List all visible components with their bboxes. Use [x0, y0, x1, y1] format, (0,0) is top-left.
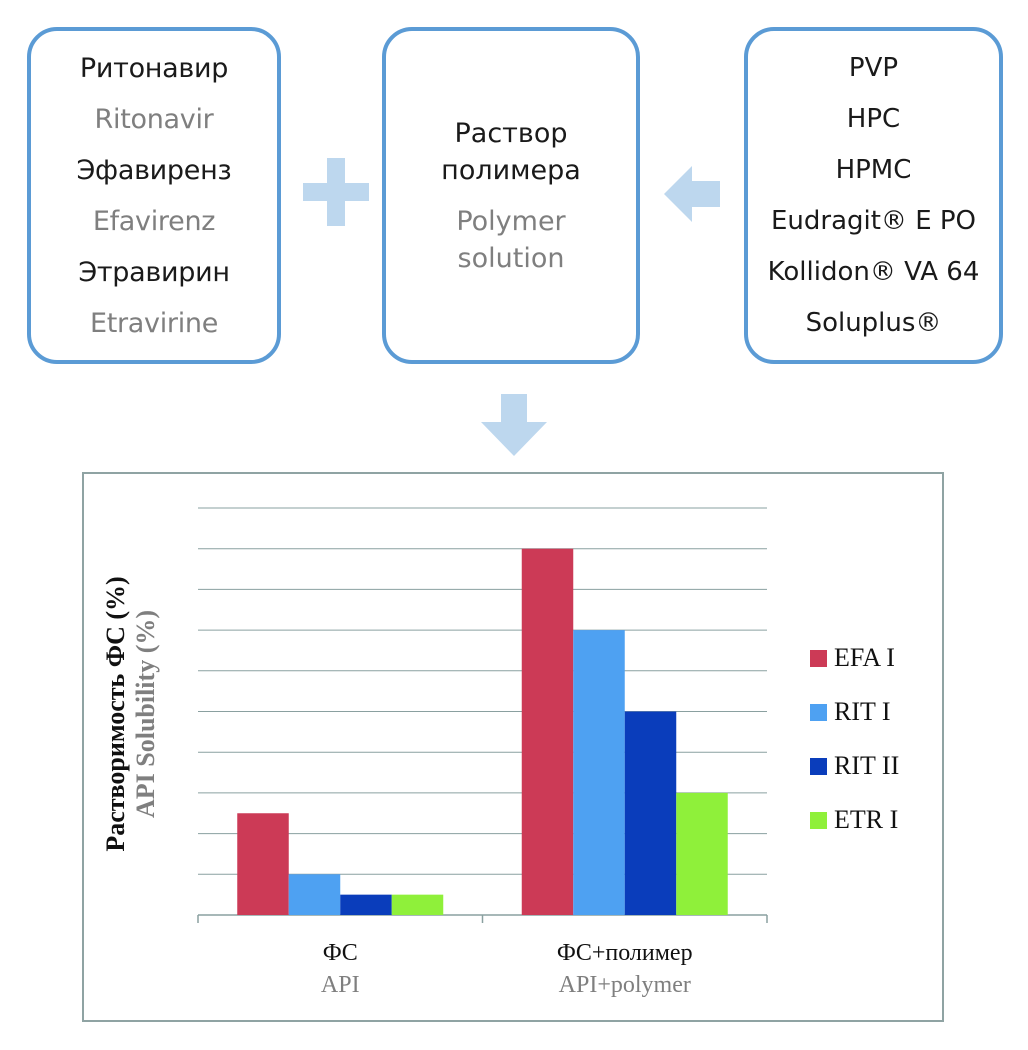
polymer-solution-ru-line2: полимера [441, 154, 581, 186]
legend-swatch [810, 704, 827, 721]
polymer-solution-en-line1: Polymer [456, 205, 566, 237]
legend-label: RIT II [834, 751, 899, 780]
legend-label: RIT I [834, 697, 891, 726]
x-tick-label-ru: ФС [323, 940, 358, 966]
drug-en-efavirenz: Efavirenz [92, 205, 216, 237]
bar-rit-ii-1 [624, 711, 677, 915]
chart-canvas: ФС API ФС+полимер API+polymer Растворимость … [101, 507, 899, 998]
bar-rit-i-1 [573, 630, 625, 915]
arrow-left-icon [664, 166, 720, 222]
x-tick-label-en: API+polymer [559, 972, 691, 998]
solubility-chart: ФС API ФС+полимер API+polymer Растворимость … [82, 472, 944, 1022]
polymer-item: PVP [848, 52, 899, 83]
legend-swatch [810, 650, 827, 667]
polymer-item: Kollidon® VA 64 [767, 256, 980, 287]
x-tick-label-ru: ФС+полимер [557, 940, 693, 966]
legend-label: EFA I [834, 643, 895, 672]
bar-etr-i-1 [676, 792, 728, 915]
polymer-solution-ru-line1: Раствор [454, 117, 568, 149]
arrow-down-icon [481, 394, 547, 456]
legend-swatch [810, 812, 827, 829]
drug-ru-ritonavir: Ритонавир [79, 52, 229, 84]
bar-rit-i-0 [288, 874, 341, 915]
drug-en-ritonavir: Ritonavir [94, 103, 214, 135]
bar-etr-i-0 [391, 894, 444, 915]
bar-efa-i-1 [521, 548, 574, 915]
polymer-solution-en-line2: solution [457, 242, 565, 274]
y-axis-label-ru: Растворимость ФС (%) [101, 576, 130, 851]
drug-ru-efavirenz: Эфавиренз [76, 154, 232, 186]
polymer-item: Soluplus® [805, 307, 942, 338]
polymer-item: HPC [846, 103, 901, 134]
polymer-list-box: PVP HPC HPMC Eudragit® E PO Kollidon® VA… [744, 27, 1003, 364]
legend-label: ETR I [834, 805, 898, 834]
bar-rit-ii-0 [340, 894, 392, 915]
polymer-item: HPMC [835, 154, 912, 185]
drug-ru-etravirine: Этравирин [78, 256, 230, 288]
legend-swatch [810, 758, 827, 775]
plus-icon [303, 158, 369, 226]
x-tick-label-en: API [321, 972, 360, 998]
y-axis-label-en: API Solubility (%) [131, 610, 160, 818]
bar-efa-i-0 [237, 813, 289, 915]
drug-en-etravirine: Etravirine [89, 307, 219, 339]
polymer-item: Eudragit® E PO [770, 205, 977, 236]
drug-list-box: Ритонавир Ritonavir Эфавиренз Efavirenz … [27, 27, 281, 364]
polymer-solution-box: Раствор полимера Polymer solution [382, 27, 640, 364]
